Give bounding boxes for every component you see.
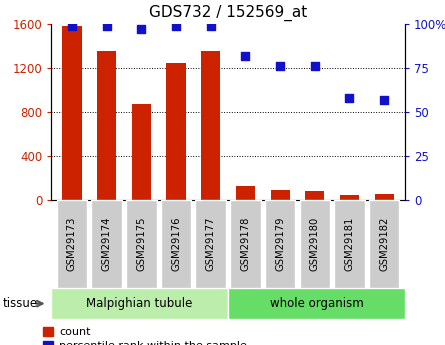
Bar <box>195 200 226 288</box>
Point <box>173 23 180 29</box>
Bar <box>230 200 261 288</box>
Text: GSM29179: GSM29179 <box>275 217 285 271</box>
Text: GSM29176: GSM29176 <box>171 217 181 271</box>
Bar <box>369 200 400 288</box>
Text: Malpighian tubule: Malpighian tubule <box>86 297 193 310</box>
Bar <box>271 190 290 200</box>
Point <box>346 95 353 101</box>
Bar <box>265 200 295 288</box>
Point <box>242 53 249 59</box>
Bar <box>62 26 81 200</box>
Text: tissue: tissue <box>2 297 37 310</box>
Bar <box>97 51 116 200</box>
Point <box>103 23 110 29</box>
Bar <box>201 51 220 200</box>
Bar <box>340 195 359 200</box>
Bar <box>305 191 324 200</box>
Point <box>69 23 76 29</box>
Legend: count, percentile rank within the sample: count, percentile rank within the sample <box>41 325 249 345</box>
Point <box>311 63 318 69</box>
Bar <box>375 194 394 200</box>
Bar <box>228 288 405 319</box>
Point <box>138 27 145 32</box>
Text: GSM29178: GSM29178 <box>240 217 251 271</box>
Point <box>207 23 214 29</box>
Text: GSM29174: GSM29174 <box>101 217 112 271</box>
Text: GSM29181: GSM29181 <box>344 217 355 271</box>
Bar <box>334 200 365 288</box>
Bar <box>161 200 191 288</box>
Text: GSM29173: GSM29173 <box>67 217 77 271</box>
Bar <box>166 63 186 200</box>
Text: whole organism: whole organism <box>270 297 364 310</box>
Text: GSM29177: GSM29177 <box>206 217 216 271</box>
Text: GSM29182: GSM29182 <box>379 217 389 271</box>
Point <box>276 63 283 69</box>
Title: GDS732 / 152569_at: GDS732 / 152569_at <box>149 5 307 21</box>
Bar <box>236 186 255 200</box>
Bar <box>126 200 157 288</box>
Text: GSM29180: GSM29180 <box>310 217 320 271</box>
Bar <box>91 200 122 288</box>
Bar <box>132 105 151 200</box>
Bar <box>299 200 330 288</box>
Bar <box>51 288 228 319</box>
Point <box>380 97 388 102</box>
Bar <box>57 200 87 288</box>
Text: GSM29175: GSM29175 <box>136 217 146 271</box>
